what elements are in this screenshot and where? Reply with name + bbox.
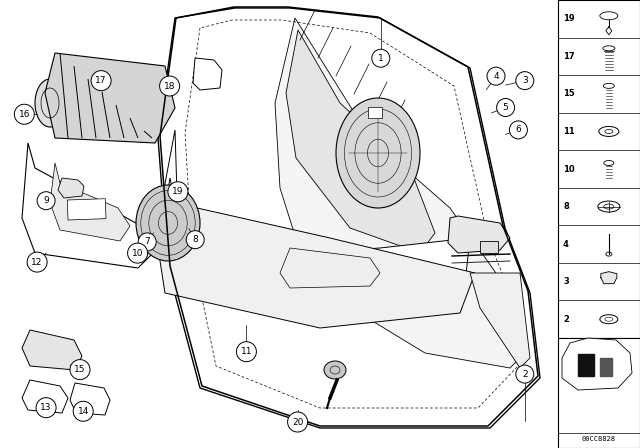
Text: 4: 4 bbox=[563, 240, 569, 249]
Bar bbox=[368, 107, 382, 118]
Circle shape bbox=[497, 99, 515, 116]
Circle shape bbox=[516, 72, 534, 90]
Text: 3: 3 bbox=[522, 76, 527, 85]
Circle shape bbox=[159, 76, 180, 96]
Polygon shape bbox=[50, 163, 130, 241]
Text: 13: 13 bbox=[40, 403, 52, 412]
Polygon shape bbox=[280, 248, 380, 288]
Text: 8: 8 bbox=[193, 235, 198, 244]
Text: 16: 16 bbox=[19, 110, 30, 119]
Bar bbox=[558, 338, 640, 448]
Circle shape bbox=[138, 233, 156, 251]
Polygon shape bbox=[162, 130, 470, 308]
Text: 2: 2 bbox=[563, 315, 569, 324]
Circle shape bbox=[36, 398, 56, 418]
Bar bbox=[558, 0, 640, 338]
Text: 11: 11 bbox=[563, 127, 575, 136]
Text: 1: 1 bbox=[378, 54, 383, 63]
Polygon shape bbox=[562, 338, 632, 390]
Text: 7: 7 bbox=[145, 237, 150, 246]
Text: 2: 2 bbox=[522, 370, 527, 379]
Text: 4: 4 bbox=[493, 72, 499, 81]
Text: 6: 6 bbox=[516, 125, 521, 134]
Bar bbox=[0, 0, 558, 448]
Polygon shape bbox=[601, 271, 617, 284]
Circle shape bbox=[236, 342, 257, 362]
Text: 3: 3 bbox=[563, 277, 569, 286]
Polygon shape bbox=[70, 383, 110, 415]
Polygon shape bbox=[275, 18, 525, 368]
Polygon shape bbox=[45, 53, 175, 143]
Text: 15: 15 bbox=[563, 90, 575, 99]
Circle shape bbox=[37, 192, 55, 210]
Circle shape bbox=[372, 49, 390, 67]
Circle shape bbox=[70, 360, 90, 379]
Polygon shape bbox=[58, 178, 84, 198]
Bar bbox=[600, 358, 612, 376]
Polygon shape bbox=[22, 330, 82, 370]
Bar bbox=[578, 354, 594, 376]
Ellipse shape bbox=[35, 79, 65, 127]
Polygon shape bbox=[286, 30, 435, 253]
Circle shape bbox=[14, 104, 35, 124]
Polygon shape bbox=[158, 178, 475, 328]
Text: 10: 10 bbox=[563, 164, 575, 173]
Circle shape bbox=[27, 252, 47, 272]
Circle shape bbox=[509, 121, 527, 139]
Text: 19: 19 bbox=[172, 187, 184, 196]
Bar bbox=[480, 241, 498, 253]
Ellipse shape bbox=[324, 361, 346, 379]
Circle shape bbox=[168, 182, 188, 202]
Text: 18: 18 bbox=[164, 82, 175, 90]
Polygon shape bbox=[448, 216, 510, 253]
Circle shape bbox=[487, 67, 505, 85]
Ellipse shape bbox=[336, 98, 420, 208]
Text: 00CC8828: 00CC8828 bbox=[582, 436, 616, 442]
Circle shape bbox=[287, 412, 308, 432]
Polygon shape bbox=[22, 143, 158, 268]
Circle shape bbox=[186, 231, 204, 249]
Text: 11: 11 bbox=[241, 347, 252, 356]
Text: 15: 15 bbox=[74, 365, 86, 374]
Circle shape bbox=[91, 71, 111, 90]
Circle shape bbox=[127, 243, 148, 263]
Ellipse shape bbox=[136, 185, 200, 261]
Text: 8: 8 bbox=[563, 202, 569, 211]
Circle shape bbox=[516, 365, 534, 383]
Text: 19: 19 bbox=[563, 14, 575, 23]
Text: 10: 10 bbox=[132, 249, 143, 258]
Text: 20: 20 bbox=[292, 418, 303, 426]
Text: 9: 9 bbox=[44, 196, 49, 205]
Bar bbox=[67, 198, 106, 220]
Text: 5: 5 bbox=[503, 103, 508, 112]
Polygon shape bbox=[158, 8, 540, 428]
Circle shape bbox=[73, 401, 93, 421]
Text: 14: 14 bbox=[77, 407, 89, 416]
Polygon shape bbox=[193, 58, 222, 90]
Text: 12: 12 bbox=[31, 258, 43, 267]
Text: 17: 17 bbox=[563, 52, 575, 61]
Polygon shape bbox=[470, 273, 530, 368]
Polygon shape bbox=[22, 380, 68, 413]
Text: 17: 17 bbox=[95, 76, 107, 85]
